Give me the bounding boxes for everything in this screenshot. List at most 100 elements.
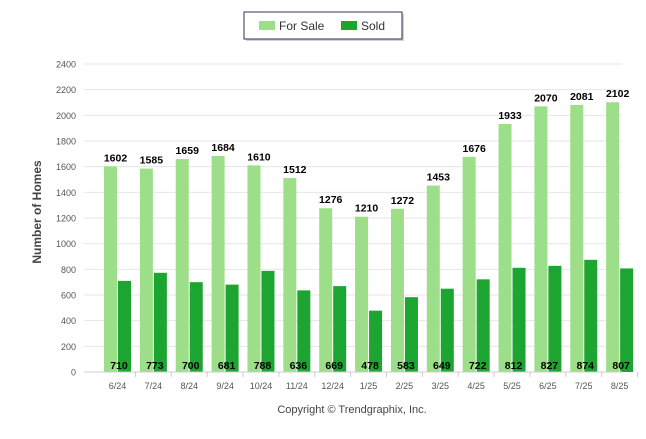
data-label-for-sale: 1676 xyxy=(462,143,486,155)
bar-sold[interactable] xyxy=(584,259,598,372)
data-label-sold: 788 xyxy=(254,360,272,372)
data-label-for-sale: 1512 xyxy=(283,164,307,176)
bar-sold[interactable] xyxy=(620,268,634,372)
x-tick-label: 5/25 xyxy=(503,381,521,391)
legend-label-for-sale[interactable]: For Sale xyxy=(279,19,325,33)
x-tick-label: 6/24 xyxy=(109,381,127,391)
bars xyxy=(104,102,634,373)
data-label-sold: 827 xyxy=(541,360,559,372)
data-label-sold: 669 xyxy=(325,360,343,372)
legend-swatch-for-sale[interactable] xyxy=(259,21,275,30)
bar-for-sale[interactable] xyxy=(104,166,117,372)
data-label-sold: 681 xyxy=(218,360,236,372)
data-label-sold: 807 xyxy=(612,360,630,372)
data-label-for-sale: 1684 xyxy=(211,142,235,154)
y-tick-label: 1000 xyxy=(56,239,76,249)
copyright-text: Copyright © Trendgraphix, Inc. xyxy=(277,404,426,416)
x-tick-label: 7/25 xyxy=(575,381,593,391)
x-tick-label: 8/24 xyxy=(180,381,198,391)
data-label-for-sale: 1272 xyxy=(391,195,415,207)
legend-label-sold[interactable]: Sold xyxy=(361,19,385,33)
bar-for-sale[interactable] xyxy=(283,177,297,372)
bar-for-sale[interactable] xyxy=(175,159,189,372)
y-tick-label: 200 xyxy=(61,342,76,352)
x-tick-label: 2/25 xyxy=(396,381,414,391)
data-label-sold: 478 xyxy=(361,360,379,372)
bar-sold[interactable] xyxy=(404,297,418,372)
bar-for-sale[interactable] xyxy=(426,185,440,372)
bar-sold[interactable] xyxy=(225,284,239,372)
x-tick-label: 4/25 xyxy=(467,381,485,391)
bar-for-sale[interactable] xyxy=(319,208,333,372)
bar-sold[interactable] xyxy=(261,270,275,372)
data-label-sold: 874 xyxy=(577,360,595,372)
bar-for-sale[interactable] xyxy=(390,208,404,372)
bar-for-sale[interactable] xyxy=(570,104,584,373)
data-label-for-sale: 1210 xyxy=(355,203,379,215)
data-label-sold: 710 xyxy=(110,360,128,372)
x-tick-label: 7/24 xyxy=(145,381,163,391)
data-label-for-sale: 2081 xyxy=(570,91,594,103)
bar-sold[interactable] xyxy=(153,272,167,372)
data-label-for-sale: 1585 xyxy=(140,155,164,167)
y-tick-label: 2000 xyxy=(56,111,76,121)
y-tick-label: 2200 xyxy=(56,85,76,95)
y-tick-label: 2400 xyxy=(56,60,76,70)
y-tick-label: 0 xyxy=(71,368,76,378)
x-axis: 6/24 7/24 8/24 9/24 10/24 11/24 12/24 1/25 2/25 3… xyxy=(84,371,639,391)
data-label-sold: 722 xyxy=(469,360,487,372)
data-label-for-sale: 2070 xyxy=(534,92,558,104)
bar-sold[interactable] xyxy=(476,279,490,372)
y-tick-label: 1800 xyxy=(56,137,76,147)
bar-sold[interactable] xyxy=(297,290,311,372)
bar-sold[interactable] xyxy=(440,288,454,372)
data-label-for-sale: 1276 xyxy=(319,194,343,206)
data-label-sold: 636 xyxy=(290,360,308,372)
data-label-sold: 583 xyxy=(397,360,415,372)
bar-for-sale[interactable] xyxy=(247,165,261,372)
x-tick-label: 12/24 xyxy=(321,381,344,391)
legend-swatch-sold[interactable] xyxy=(341,21,357,30)
x-tick-label: 6/25 xyxy=(539,381,557,391)
bar-sold[interactable] xyxy=(548,265,562,372)
bar-for-sale[interactable] xyxy=(139,168,153,372)
data-labels: 1602 710 1585 773 1659 700 1684 681 1610 788 1512 6… xyxy=(104,88,630,372)
data-label-sold: 812 xyxy=(505,360,523,372)
y-tick-label: 600 xyxy=(61,291,76,301)
y-tick-label: 1600 xyxy=(56,162,76,172)
data-label-for-sale: 1659 xyxy=(176,145,200,157)
y-tick-label: 1400 xyxy=(56,188,76,198)
y-axis-title: Number of Homes xyxy=(30,160,44,264)
data-label-for-sale: 1933 xyxy=(498,110,522,122)
legend[interactable]: For Sale Sold xyxy=(243,11,404,41)
bar-for-sale[interactable] xyxy=(355,216,369,372)
data-label-for-sale: 2102 xyxy=(606,88,630,100)
data-label-for-sale: 1453 xyxy=(427,172,451,184)
x-tick-label: 11/24 xyxy=(286,381,308,391)
data-label-sold: 700 xyxy=(182,360,200,372)
x-tick-label: 10/24 xyxy=(250,381,273,391)
grid-lines xyxy=(84,63,622,347)
x-tick-label: 1/25 xyxy=(360,381,378,391)
y-axis: 0 200 400 600 800 1000 1200 1400 1600 1800 2000 220… xyxy=(56,60,76,378)
x-tick-label: 8/25 xyxy=(611,381,629,391)
data-label-sold: 773 xyxy=(146,360,164,372)
data-label-for-sale: 1610 xyxy=(247,151,271,163)
y-tick-label: 400 xyxy=(61,316,76,326)
bar-for-sale[interactable] xyxy=(534,106,548,372)
bar-for-sale[interactable] xyxy=(211,155,225,372)
data-label-for-sale: 1602 xyxy=(104,152,128,164)
y-tick-label: 800 xyxy=(61,265,76,275)
data-label-sold: 649 xyxy=(433,360,451,372)
bar-sold[interactable] xyxy=(333,286,347,372)
bar-sold[interactable] xyxy=(118,280,131,372)
bar-for-sale[interactable] xyxy=(462,156,476,372)
bar-for-sale[interactable] xyxy=(498,123,512,372)
bar-sold[interactable] xyxy=(369,310,383,372)
bar-sold[interactable] xyxy=(189,282,203,372)
bar-for-sale[interactable] xyxy=(606,102,620,372)
y-tick-label: 1200 xyxy=(56,214,76,224)
bar-sold[interactable] xyxy=(512,267,526,372)
